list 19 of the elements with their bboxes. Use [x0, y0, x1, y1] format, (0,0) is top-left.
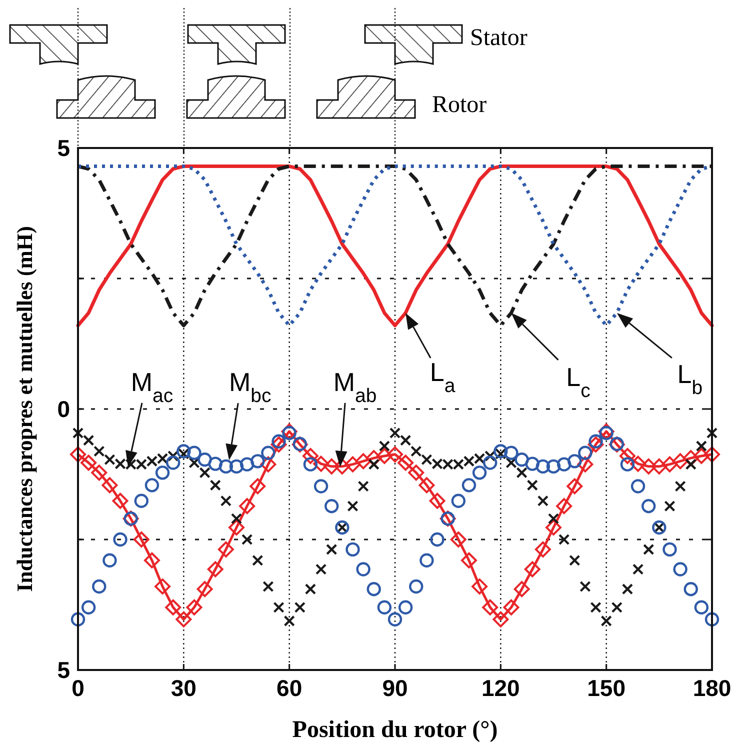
annotation: M$_{ac}$	[130, 366, 174, 407]
x-tick-label: 90	[382, 675, 408, 701]
y-tick-label: 5	[57, 135, 70, 161]
x-tick-label: 180	[692, 675, 732, 701]
annotation: L$_{b}$	[677, 358, 703, 399]
x-tick-label: 150	[587, 675, 626, 701]
text: Rotor	[432, 92, 487, 118]
x-tick-label: 60	[276, 675, 302, 701]
x-axis-title: Position du rotor (°)	[292, 717, 498, 743]
annotation: M$_{ab}$	[333, 366, 377, 407]
x-tick-label: 120	[481, 675, 520, 701]
y-tick-label: 0	[57, 396, 70, 422]
annotation: M$_{bc}$	[228, 367, 272, 408]
annotation: L$_{a}$	[430, 356, 456, 397]
text: Stator	[470, 25, 528, 51]
y-tick-label: 5	[57, 657, 70, 683]
x-tick-label: 30	[170, 675, 196, 701]
annotation: L$_{c}$	[566, 362, 591, 402]
y-axis-title: Inductances propres et mutuelles (mH)	[12, 226, 37, 592]
